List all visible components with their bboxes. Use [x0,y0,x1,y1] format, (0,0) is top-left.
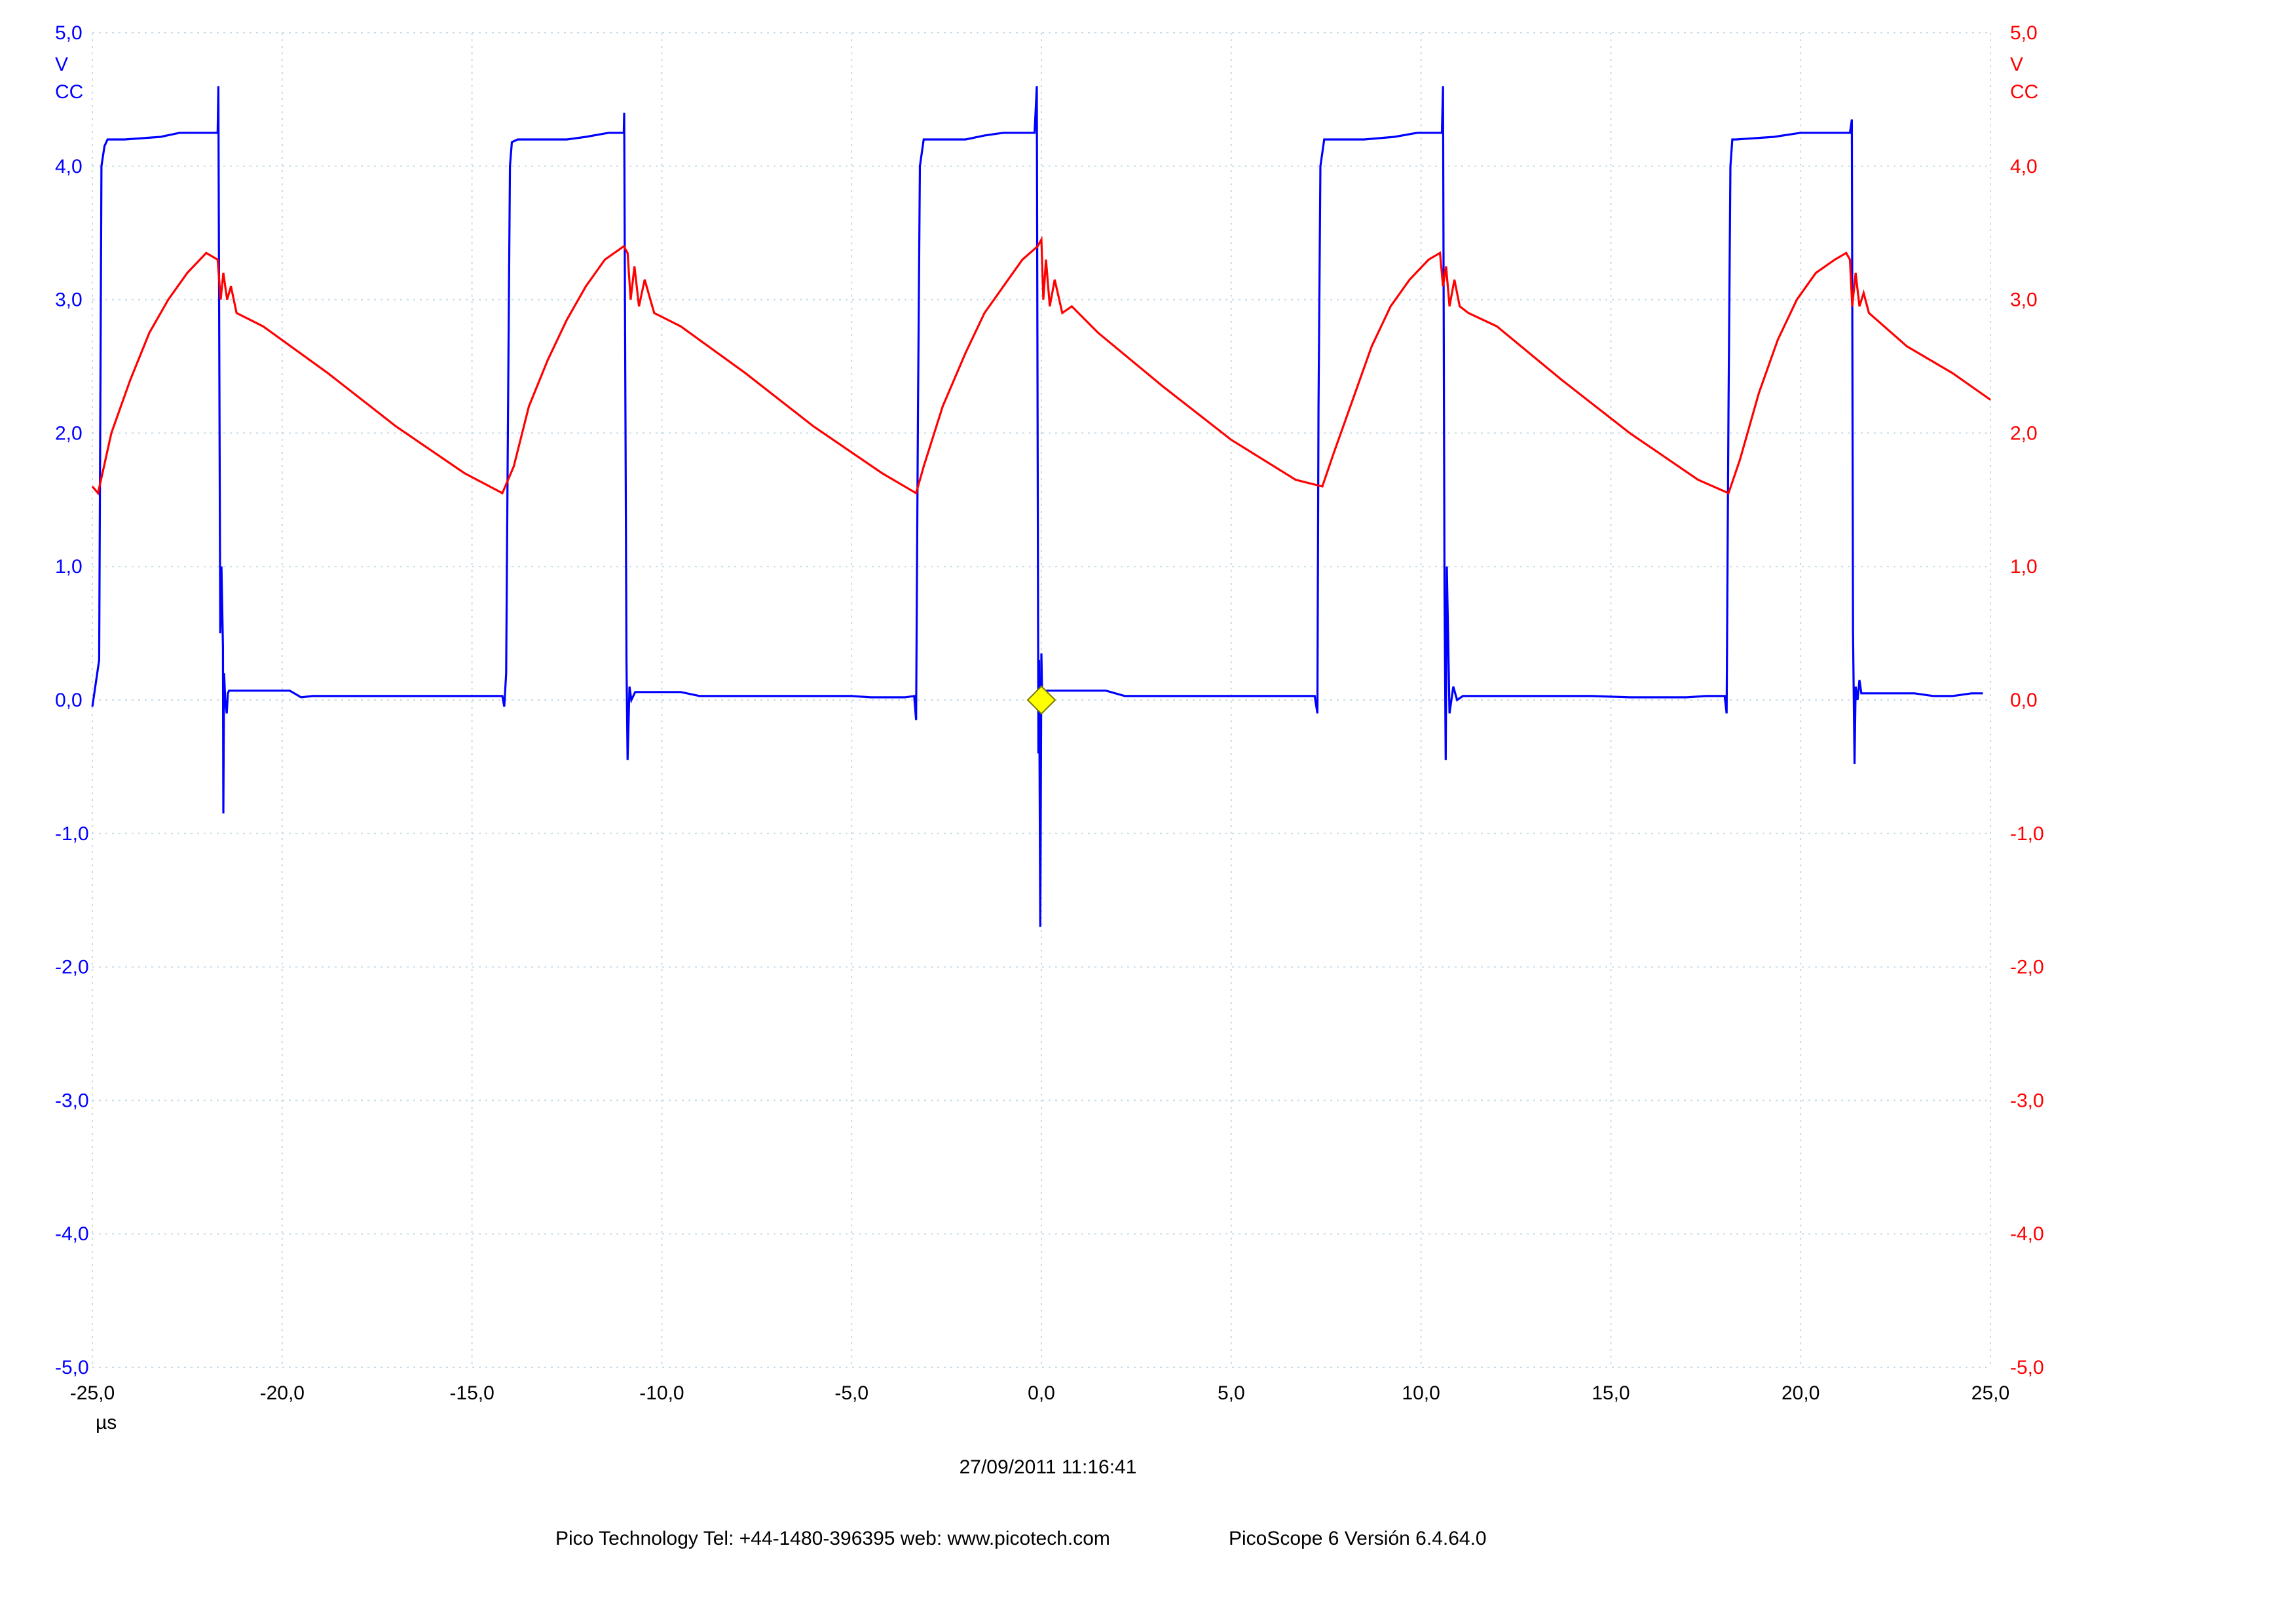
trigger-marker[interactable] [1026,685,1056,715]
right-y-tick-label: 4,0 [2010,156,2038,177]
x-axis: µs -25,0 -20,0 -15,0 -10,0 -5,0 0,0 5,0 10,0 15,… [70,1382,2009,1433]
x-tick-label: 0,0 [1028,1382,1055,1404]
footer-software-version: PicoScope 6 Versión 6.4.64.0 [1229,1528,1487,1549]
x-tick-label: 20,0 [1782,1382,1819,1404]
left-y-tick-label: 0,0 [55,690,83,711]
right-y-tick-label: 0,0 [2010,690,2038,711]
series-group [91,86,1991,927]
x-tick-label: 25,0 [1971,1382,2009,1404]
left-y-tick-label: -5,0 [55,1357,89,1378]
left-axis: V CC 5,0 4,0 3,0 2,0 1,0 0,0 -1,0 -2,0 -3,0 -4,0 -… [55,22,89,1378]
left-y-tick-label: 4,0 [55,156,83,177]
right-y-tick-label: -5,0 [2010,1357,2044,1378]
right-axis-coupling: CC [2010,81,2038,103]
x-tick-label: 10,0 [1402,1382,1440,1404]
right-y-tick-label: 2,0 [2010,422,2038,444]
left-y-tick-label: -3,0 [55,1090,89,1111]
left-y-tick-label: 2,0 [55,422,83,444]
right-axis: V CC 5,0 4,0 3,0 2,0 1,0 0,0 -1,0 -2,0 -3,0 -4,0 -… [2010,22,2044,1378]
left-axis-coupling: CC [55,81,83,103]
right-y-tick-label: -4,0 [2010,1223,2044,1245]
x-tick-label: 5,0 [1218,1382,1245,1404]
x-tick-label: -5,0 [834,1382,868,1404]
right-y-tick-label: -2,0 [2010,957,2044,978]
x-tick-label: 15,0 [1592,1382,1630,1404]
right-y-tick-label: 1,0 [2010,556,2038,578]
footer-company-info: Pico Technology Tel: +44-1480-396395 web… [555,1528,1110,1549]
left-axis-unit: V [55,54,68,75]
right-y-tick-label: -1,0 [2010,823,2044,845]
left-y-tick-label: 1,0 [55,556,83,578]
x-tick-label: -20,0 [260,1382,305,1404]
grid [92,32,1991,1368]
series-line-red [91,236,1991,496]
right-y-tick-label: 5,0 [2010,22,2038,44]
x-axis-unit: µs [96,1412,117,1433]
x-tick-label: -25,0 [70,1382,115,1404]
marker-group [1026,685,1056,715]
capture-timestamp: 27/09/2011 11:16:41 [959,1456,1137,1478]
left-y-tick-label: -2,0 [55,957,89,978]
left-y-tick-label: 3,0 [55,289,83,311]
left-y-tick-label: -1,0 [55,823,89,845]
right-axis-unit: V [2010,54,2023,75]
left-y-tick-label: 5,0 [55,22,83,44]
right-y-tick-label: -3,0 [2010,1090,2044,1111]
right-y-tick-label: 3,0 [2010,289,2038,311]
left-y-tick-label: -4,0 [55,1223,89,1245]
x-tick-label: -10,0 [639,1382,684,1404]
series-line-blue [91,86,1983,927]
x-tick-label: -15,0 [449,1382,494,1404]
